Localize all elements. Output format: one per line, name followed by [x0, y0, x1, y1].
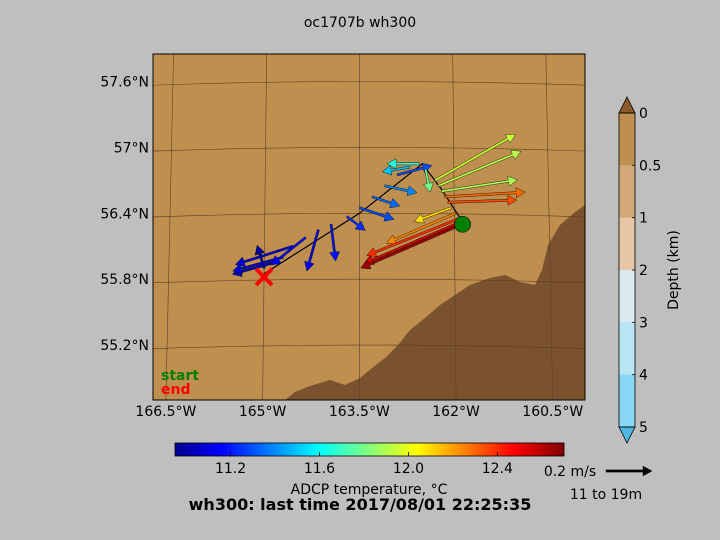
depth-band [619, 113, 635, 166]
meridian-line [165, 54, 174, 400]
current-vector [437, 149, 522, 188]
depth-band [619, 165, 635, 218]
current-vector [358, 206, 395, 222]
temperature-colorbar-ticks: 11.2 11.6 12.0 12.4 [215, 452, 513, 477]
temp-tick-label: 11.6 [304, 461, 335, 477]
lat-tick-label: 56.4°N [100, 206, 149, 222]
lon-tick-label: 160.5°W [522, 404, 583, 420]
depth-tick-label: 0.5 [639, 158, 661, 174]
parallel-line [153, 213, 585, 218]
current-vector [360, 222, 463, 270]
current-vector [371, 195, 401, 209]
current-vector [434, 134, 516, 182]
depth-tick-label: 3 [639, 315, 648, 331]
current-vector [423, 168, 434, 193]
current-vector [270, 236, 307, 266]
parallel-line [153, 81, 585, 86]
depth-colorbar-bottom-extend [618, 426, 636, 444]
lon-tick-label: 165°W [239, 404, 287, 420]
end-marker-stroke [254, 267, 274, 287]
legend-end-label: end [161, 382, 190, 398]
lat-tick-label: 57.6°N [100, 74, 149, 90]
current-vector [447, 194, 518, 206]
depth-band [619, 270, 635, 323]
current-vector [413, 206, 452, 224]
current-vector [441, 175, 518, 193]
temp-tick-label: 12.0 [393, 461, 424, 477]
current-vector [386, 212, 457, 245]
lat-tick-label: 55.8°N [100, 272, 149, 288]
lon-tick-label: 162°W [432, 404, 480, 420]
temp-tick-label: 11.2 [215, 461, 246, 477]
current-vector [235, 244, 294, 267]
depth-band [619, 322, 635, 375]
depth-tick-label: 0 [639, 106, 648, 122]
start-marker [454, 215, 471, 233]
map-axes: 166.5°W 165°W 163.5°W 162°W 160.5°W 57.6°N57… [100, 53, 586, 420]
temp-tick-label: 12.4 [482, 461, 513, 477]
start-end-markers [254, 215, 471, 287]
current-vector [304, 229, 320, 272]
lon-tick-label: 163.5°W [329, 404, 390, 420]
current-vectors [231, 134, 526, 277]
depth-colorbar-label: Depth (km) [666, 230, 682, 310]
parallel-line [153, 344, 585, 349]
temperature-colorbar: 11.2 11.6 12.0 12.4 ADCP temperature, °C [174, 442, 565, 498]
parallel-line [153, 278, 585, 284]
depth-colorbar-bands [619, 113, 635, 427]
meridian-line [262, 54, 267, 400]
current-vector [329, 223, 340, 262]
depth-tick-label: 4 [639, 368, 648, 384]
lon-tick-label: 166.5°W [135, 404, 196, 420]
depth-tick-label: 2 [639, 263, 648, 279]
meridian-line [545, 54, 554, 400]
scale-arrow-depth-label: 11 to 19m [570, 487, 642, 503]
depth-colorbar-top-extend [618, 96, 636, 114]
depth-colorbar-ticks: 0 0.5 1 2 3 4 5 [632, 106, 661, 436]
current-vector [384, 184, 418, 196]
scale-arrow-speed-label: 0.2 m/s [544, 464, 596, 480]
current-vector [345, 215, 366, 231]
chart-title: oc1707b wh300 [304, 15, 416, 31]
coastal-islands-land [485, 320, 580, 380]
temperature-colorbar-label: ADCP temperature, °C [291, 482, 448, 498]
longitude-tick-labels: 166.5°W 165°W 163.5°W 162°W 160.5°W [135, 404, 583, 420]
lat-tick-label: 57°N [114, 140, 149, 156]
footer-title: wh300: last time 2017/08/01 22:25:35 [189, 495, 532, 514]
map-frame [152, 53, 586, 401]
latitude-tick-labels: 57.6°N 57°N 56.4°N 55.8°N 55.2°N [100, 74, 149, 354]
depth-tick-label: 1 [639, 211, 648, 227]
current-vector [396, 162, 433, 177]
legend-start-label: start [161, 368, 199, 384]
land-layer [285, 205, 585, 400]
current-vector [444, 187, 526, 199]
scale-arrow [605, 465, 653, 477]
current-vector [381, 164, 411, 176]
depth-colorbar: 0 0.5 1 2 3 4 5 Depth (km) [618, 96, 682, 444]
depth-band [619, 374, 635, 427]
temperature-colorbar-gradient [174, 442, 565, 457]
lat-tick-label: 55.2°N [100, 338, 149, 354]
graticule [153, 54, 585, 400]
parallel-line [153, 147, 585, 152]
current-vector [386, 158, 420, 170]
end-marker [254, 267, 274, 287]
depth-band [619, 217, 635, 270]
scale-arrow-shape [605, 465, 653, 477]
scale-arrow-key: 0.2 m/s 11 to 19m [544, 464, 653, 503]
current-vector [366, 217, 460, 258]
alaska-peninsula-land [285, 205, 585, 400]
depth-tick-label: 5 [639, 420, 648, 436]
